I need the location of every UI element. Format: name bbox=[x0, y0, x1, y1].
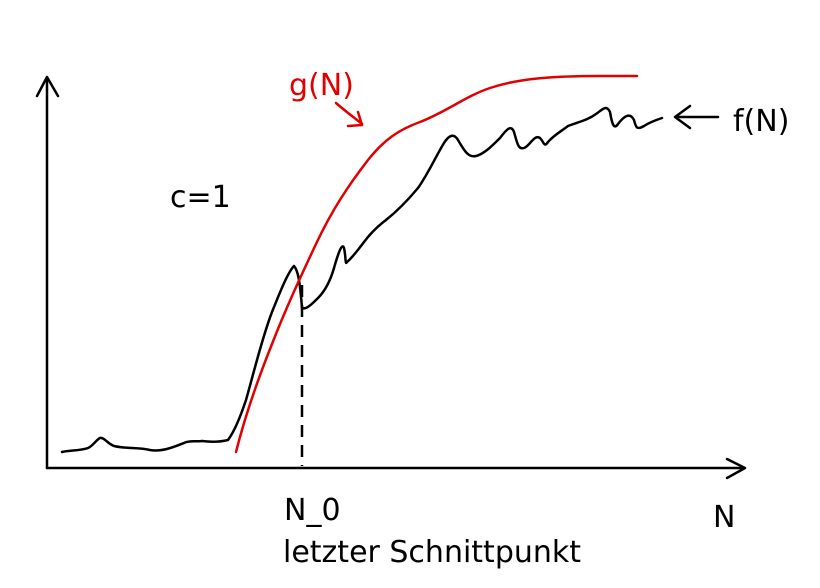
y-axis bbox=[35, 75, 60, 470]
x-axis-arrowhead bbox=[725, 457, 747, 480]
x-axis bbox=[45, 457, 747, 480]
f-curve-label: f(N) bbox=[733, 104, 789, 139]
g-curve bbox=[234, 74, 639, 454]
f-curve bbox=[60, 106, 664, 454]
g-label-arrow bbox=[334, 101, 364, 128]
x-axis-label: N bbox=[713, 500, 735, 535]
g-curve-label: g(N) bbox=[289, 68, 354, 103]
y-axis-arrowhead bbox=[35, 75, 60, 98]
f-label-arrow bbox=[673, 104, 720, 130]
intersection-caption: letzter Schnittpunkt bbox=[283, 535, 581, 570]
constant-label: c=1 bbox=[170, 180, 231, 215]
n0-label: N_0 bbox=[284, 493, 341, 528]
